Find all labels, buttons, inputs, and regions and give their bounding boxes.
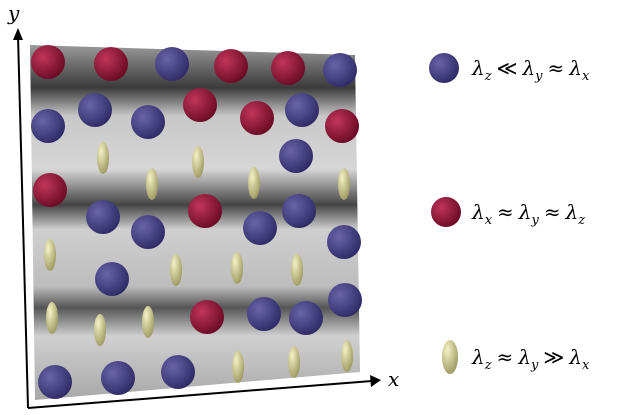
red-sphere [214, 49, 248, 83]
blue-sphere [328, 283, 362, 317]
legend-label: λz≈λy≫λx [471, 345, 590, 373]
blue-sphere [285, 93, 319, 127]
ellipsoid [291, 254, 303, 286]
legend-ellipsoid [442, 340, 458, 374]
ellipsoid [341, 340, 353, 372]
red-sphere [31, 45, 65, 79]
ellipsoid [142, 306, 154, 338]
blue-sphere [247, 297, 281, 331]
subscript: x [582, 358, 590, 373]
symbol: λ [517, 345, 531, 369]
legend-label: λx≈λy≈λz [471, 200, 585, 228]
blue-sphere [243, 211, 277, 245]
subscript: x [485, 213, 493, 228]
blue-sphere [323, 53, 357, 87]
symbol: λ [471, 345, 485, 369]
red-sphere [271, 51, 305, 85]
subscript: z [577, 213, 585, 228]
blue-sphere [78, 93, 112, 127]
ellipsoid [94, 314, 106, 346]
ellipsoid [146, 168, 158, 200]
ellipsoid [232, 351, 244, 383]
relation: ≈ [497, 200, 514, 224]
ellipsoid [170, 254, 182, 286]
legend-label: λz≪λy≈λx [471, 56, 590, 84]
blue-sphere [86, 200, 120, 234]
ellipsoid [97, 142, 109, 174]
blue-sphere [327, 225, 361, 259]
ellipsoid [44, 239, 56, 271]
subscript: y [530, 213, 539, 228]
blue-sphere [289, 301, 323, 335]
ellipsoid [231, 252, 243, 284]
blue-sphere [279, 139, 313, 173]
relation: ≈ [548, 56, 565, 80]
symbol: λ [568, 345, 582, 369]
ellipsoid [288, 346, 300, 378]
blue-sphere [31, 109, 65, 143]
relation: ≈ [544, 200, 561, 224]
ellipsoid [338, 168, 350, 200]
figure: y x λz≪λy≈λxλx≈λy≈λzλz≈λy≫λx [0, 0, 632, 415]
red-sphere [188, 194, 222, 228]
legend-red-sphere [431, 197, 461, 227]
red-sphere [94, 47, 128, 81]
legend-blue-sphere [429, 53, 459, 83]
red-sphere [190, 300, 224, 334]
blue-sphere [131, 215, 165, 249]
blue-sphere [155, 47, 189, 81]
ellipsoid [248, 167, 260, 199]
symbol: λ [471, 200, 485, 224]
symbol: λ [568, 56, 582, 80]
blue-sphere [38, 365, 72, 399]
blue-sphere [282, 194, 316, 228]
ellipsoid [46, 302, 58, 334]
subscript: z [484, 69, 492, 84]
red-sphere [240, 101, 274, 135]
subscript: z [484, 358, 492, 373]
symbol: λ [518, 200, 532, 224]
blue-sphere [161, 355, 195, 389]
relation: ≪ [497, 56, 518, 80]
symbol: λ [565, 200, 579, 224]
red-sphere [33, 173, 67, 207]
y-axis-label: y [7, 1, 20, 25]
symbol: λ [471, 56, 485, 80]
red-sphere [183, 88, 217, 122]
subscript: y [530, 358, 539, 373]
blue-sphere [95, 262, 129, 296]
ellipsoid [192, 146, 204, 178]
relation: ≫ [543, 345, 564, 369]
symbol: λ [521, 56, 535, 80]
relation: ≈ [497, 345, 514, 369]
blue-sphere [131, 105, 165, 139]
red-sphere [325, 109, 359, 143]
blue-sphere [101, 361, 135, 395]
subscript: x [582, 69, 590, 84]
subscript: y [534, 69, 543, 84]
x-axis-label: x [388, 367, 399, 391]
